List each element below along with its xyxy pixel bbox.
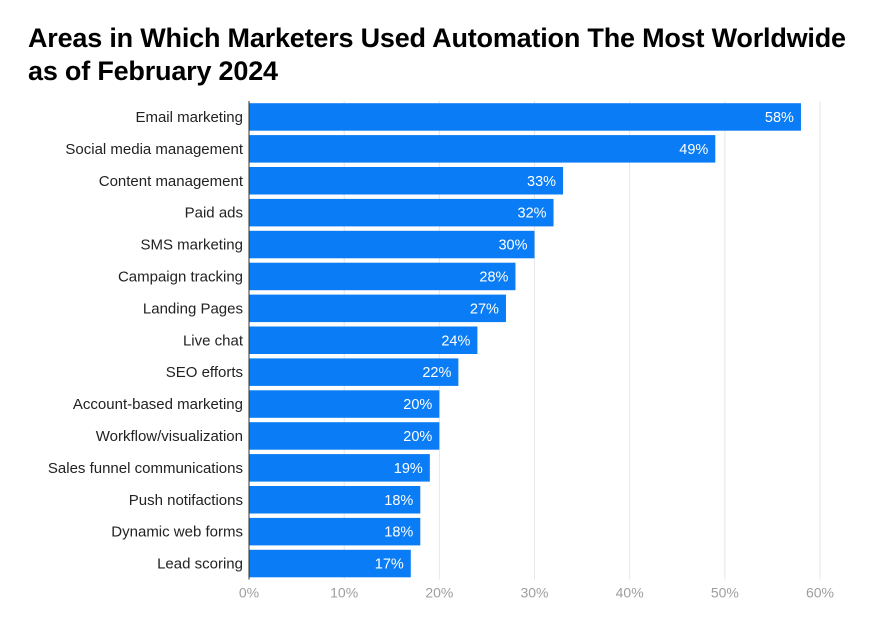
category-label: Paid ads xyxy=(185,205,243,222)
category-label: Push notifactions xyxy=(129,492,243,509)
bar-value-label: 18% xyxy=(384,493,413,509)
x-tick-label: 10% xyxy=(330,585,358,601)
bar xyxy=(249,517,421,546)
x-tick-label: 60% xyxy=(806,585,834,601)
category-labels: Email marketing Social media management Co… xyxy=(48,109,244,573)
x-axis-ticks: 0% 10% 20% 30% 40% 50% 60% xyxy=(239,585,834,601)
bar xyxy=(249,549,411,578)
category-label: Email marketing xyxy=(135,109,243,126)
category-label: Dynamic web forms xyxy=(111,524,243,541)
bar xyxy=(249,422,440,450)
bar-value-label: 24% xyxy=(441,333,470,349)
bar xyxy=(249,454,430,482)
category-label: Content management xyxy=(99,173,244,190)
bars: 58% 49% 33% 32% 30% 28% 27%24% 22% 20% 20% 19% 18% 1… xyxy=(249,103,801,578)
bar-value-label: 27% xyxy=(470,301,499,317)
bar-value-label: 32% xyxy=(518,206,547,222)
bar xyxy=(249,486,421,514)
x-tick-label: 0% xyxy=(239,585,259,601)
category-label: Landing Pages xyxy=(143,300,243,317)
category-label: SEO efforts xyxy=(166,364,243,381)
bar xyxy=(249,358,459,386)
bar-value-label: 30% xyxy=(498,238,527,254)
x-tick-label: 20% xyxy=(425,585,453,601)
bar-value-label: 33% xyxy=(527,174,556,190)
bar-value-label: 58% xyxy=(765,110,794,126)
category-label: Lead scoring xyxy=(157,556,243,573)
bar-value-label: 49% xyxy=(679,142,708,158)
bar-value-label: 22% xyxy=(422,365,451,381)
bar-value-label: 20% xyxy=(403,429,432,445)
bar xyxy=(249,135,716,163)
x-tick-label: 40% xyxy=(616,585,644,601)
category-label: SMS marketing xyxy=(140,237,243,254)
bar xyxy=(249,390,440,418)
bar-value-label: 18% xyxy=(384,525,413,541)
category-label: Live chat xyxy=(183,332,244,349)
category-label: Account-based marketing xyxy=(73,396,243,413)
category-label: Social media management xyxy=(65,141,243,158)
x-tick-label: 30% xyxy=(520,585,548,601)
bar xyxy=(249,294,506,323)
bar xyxy=(249,198,554,227)
bar xyxy=(249,103,801,131)
bar-value-label: 17% xyxy=(375,557,404,573)
bar-value-label: 28% xyxy=(479,269,508,285)
bar xyxy=(249,262,516,291)
bar-value-label: 20% xyxy=(403,397,432,413)
bar xyxy=(249,230,535,259)
category-label: Workflow/visualization xyxy=(96,428,243,445)
bar-value-label: 19% xyxy=(394,461,423,477)
category-label: Sales funnel communications xyxy=(48,460,243,477)
bar xyxy=(249,167,564,195)
bar xyxy=(249,326,478,354)
category-label: Campaign tracking xyxy=(118,268,243,285)
x-tick-label: 50% xyxy=(711,585,739,601)
chart-title: Areas in Which Marketers Used Automation… xyxy=(28,23,846,86)
